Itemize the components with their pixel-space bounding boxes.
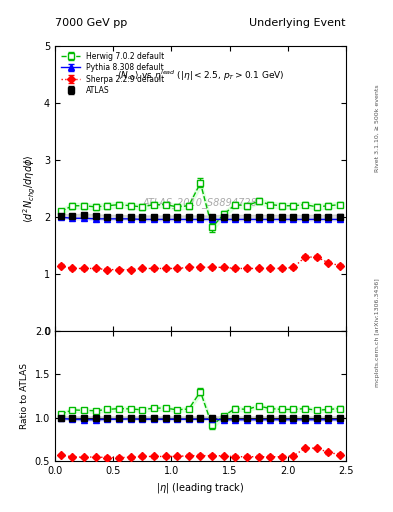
Text: Rivet 3.1.10, ≥ 500k events: Rivet 3.1.10, ≥ 500k events [375, 84, 380, 172]
Legend: Herwig 7.0.2 default, Pythia 8.308 default, Sherpa 2.2.9 default, ATLAS: Herwig 7.0.2 default, Pythia 8.308 defau… [59, 50, 167, 97]
Text: $\langle N_{ch} \rangle$ vs $\eta^{lead}$ ($|\eta| < 2.5$, $p_T > 0.1$ GeV): $\langle N_{ch} \rangle$ vs $\eta^{lead}… [117, 69, 284, 83]
Y-axis label: $\langle d^2 N_{chg}/d\eta d\phi \rangle$: $\langle d^2 N_{chg}/d\eta d\phi \rangle… [22, 154, 39, 223]
Y-axis label: Ratio to ATLAS: Ratio to ATLAS [20, 363, 29, 429]
Text: ATLAS_2010_S8894728: ATLAS_2010_S8894728 [143, 198, 258, 208]
Text: mcplots.cern.ch [arXiv:1306.3436]: mcplots.cern.ch [arXiv:1306.3436] [375, 279, 380, 387]
X-axis label: $|\eta|$ (leading track): $|\eta|$ (leading track) [156, 481, 245, 495]
Text: Underlying Event: Underlying Event [249, 18, 346, 28]
Text: 7000 GeV pp: 7000 GeV pp [55, 18, 127, 28]
